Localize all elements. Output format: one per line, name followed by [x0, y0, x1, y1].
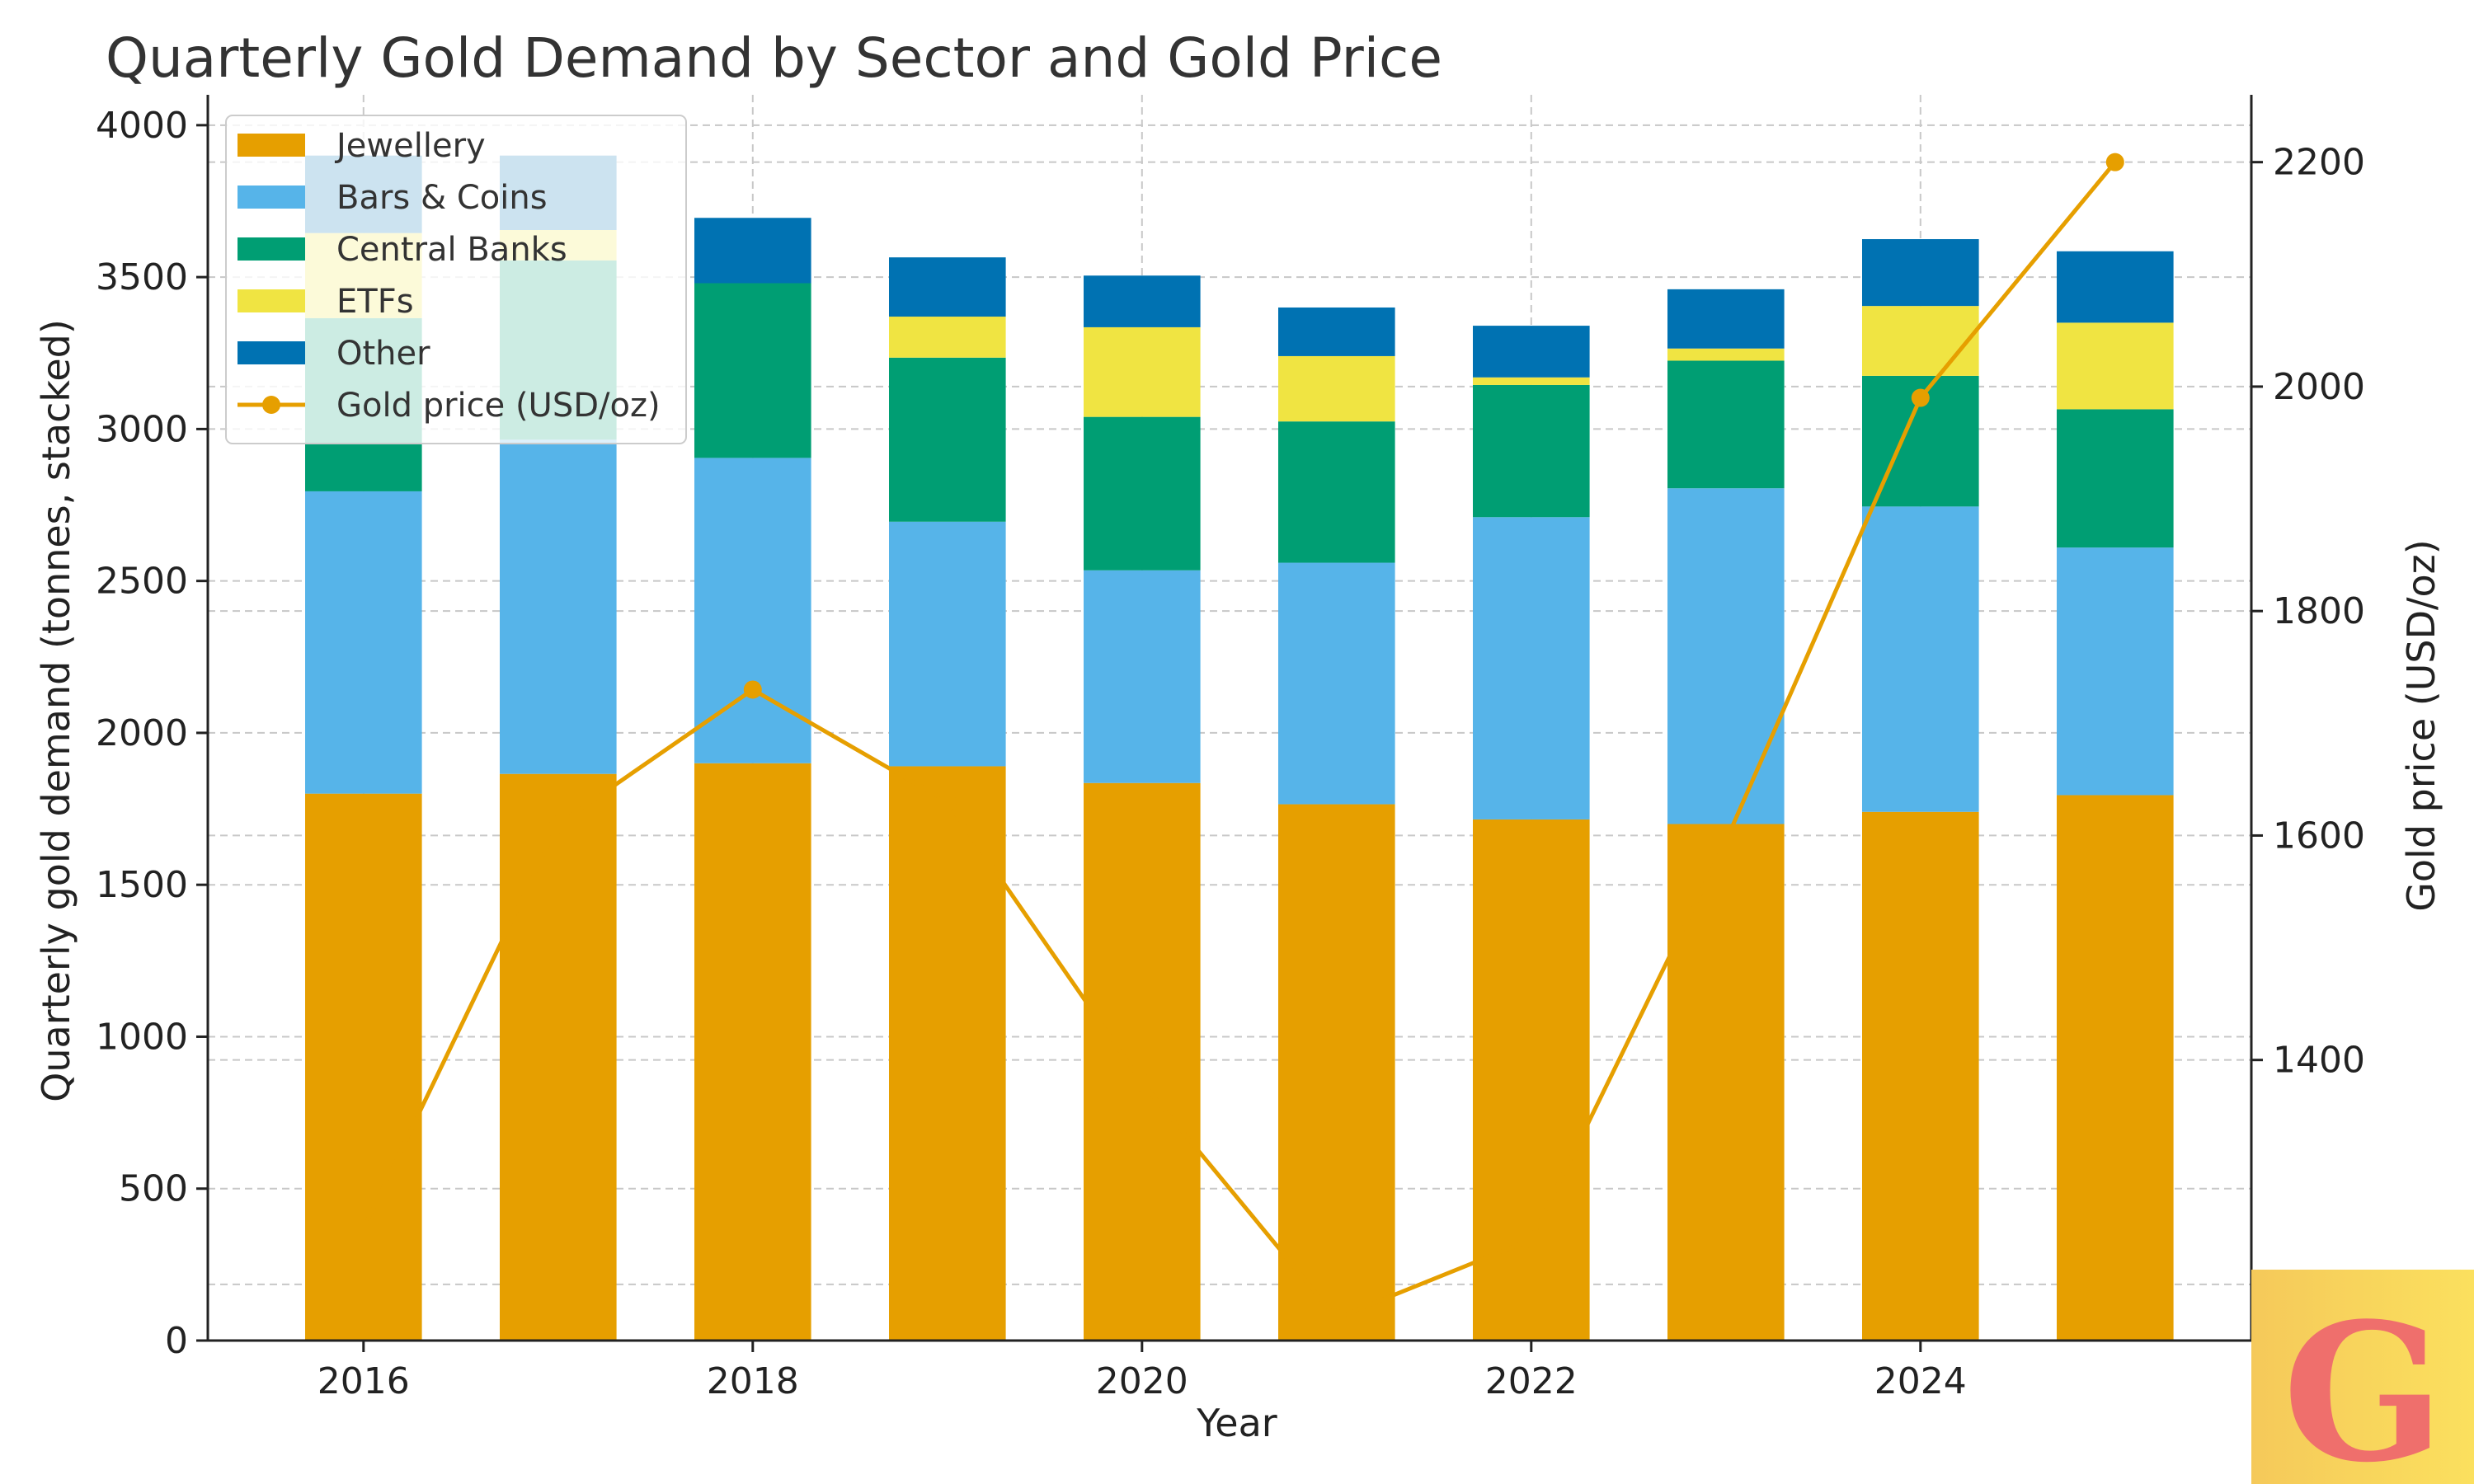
y2-tick-label-1800: 1800	[2273, 590, 2365, 632]
bar-etfs-2025	[2057, 322, 2174, 410]
gold-price-point-2017	[548, 815, 567, 834]
gold-price-point-2023	[1716, 832, 1735, 851]
bar-etfs-2020	[1084, 326, 1201, 417]
bar-other-2019	[889, 257, 1006, 317]
x-axis-title: Year	[1196, 1401, 1277, 1445]
bar-bars-coins-2025	[2057, 547, 2174, 796]
bar-central-banks-2022	[1473, 384, 1590, 518]
bar-central-banks-2020	[1084, 416, 1201, 571]
bar-bars-coins-2021	[1278, 562, 1395, 805]
bar-bars-coins-2017	[500, 439, 617, 774]
y-tick-label-1000: 1000	[96, 1016, 188, 1058]
y-tick-label-1500: 1500	[96, 864, 188, 906]
bar-bars-coins-2019	[889, 521, 1006, 767]
bar-jewellery-2025	[2057, 795, 2174, 1341]
y2-tick-label-1600: 1600	[2273, 815, 2365, 857]
logo-background	[2251, 1270, 2474, 1484]
bar-jewellery-2023	[1667, 824, 1785, 1341]
legend-swatch-4	[238, 341, 305, 364]
y-tick-label-0: 0	[165, 1320, 188, 1362]
gold-price-point-2019	[938, 792, 957, 811]
gold-price-point-2016	[354, 1219, 373, 1237]
bar-jewellery-2018	[694, 763, 811, 1341]
gold-price-point-2024	[1911, 388, 1930, 407]
bar-other-2023	[1667, 289, 1785, 349]
bar-central-banks-2018	[694, 283, 811, 458]
bar-bars-coins-2022	[1473, 517, 1590, 819]
y2-tick-label-2000: 2000	[2273, 366, 2365, 408]
x-tick-label-2022: 2022	[1485, 1360, 1578, 1402]
legend-label-0: Jewellery	[334, 127, 486, 165]
x-tick-label-2024: 2024	[1874, 1360, 1967, 1402]
bar-other-2021	[1278, 307, 1395, 356]
legend-swatch-1	[238, 186, 305, 209]
bar-jewellery-2019	[889, 766, 1006, 1341]
legend-swatch-0	[238, 134, 305, 157]
legend-label-line: Gold price (USD/oz)	[336, 387, 661, 425]
gold-price-point-2025	[2105, 153, 2124, 171]
bar-jewellery-2024	[1862, 811, 1979, 1341]
legend-box	[225, 115, 687, 444]
bar-other-2020	[1084, 275, 1201, 327]
bar-other-2018	[694, 218, 811, 284]
legend-swatch-3	[238, 289, 305, 312]
legend-label-2: Central Banks	[336, 231, 567, 269]
x-tick-label-2018: 2018	[707, 1360, 799, 1402]
gold-price-line	[354, 153, 2124, 1327]
bar-bars-coins-2016	[305, 491, 422, 794]
gold-price-polyline	[361, 161, 2117, 1321]
bar-bars-coins-2023	[1667, 488, 1785, 824]
bar-jewellery-2016	[305, 793, 422, 1341]
bar-etfs-2022	[1473, 377, 1590, 385]
gold-price-point-2018	[743, 680, 762, 699]
bar-jewellery-2020	[1084, 782, 1201, 1341]
bar-bars-coins-2020	[1084, 570, 1201, 783]
y2-axis-title: Gold price (USD/oz)	[2399, 539, 2443, 911]
bar-etfs-2024	[1862, 306, 1979, 376]
bar-central-banks-2025	[2057, 409, 2174, 548]
y-tick-label-2000: 2000	[96, 712, 188, 754]
y-tick-label-4000: 4000	[96, 105, 188, 147]
x-tick-label-2016: 2016	[317, 1360, 410, 1402]
bar-jewellery-2021	[1278, 804, 1395, 1341]
y2-tick-label-1400: 1400	[2273, 1040, 2365, 1082]
legend: Jewellery Bars & Coins Central Banks ETFs Ot…	[225, 115, 687, 444]
bar-central-banks-2021	[1278, 421, 1395, 563]
gold-price-point-2021	[1327, 1308, 1346, 1327]
legend-label-4: Other	[336, 335, 430, 373]
bar-etfs-2021	[1278, 355, 1395, 422]
bar-bars-coins-2024	[1862, 506, 1979, 812]
x-tick-label-2020: 2020	[1096, 1360, 1188, 1402]
y-tick-label-2500: 2500	[96, 561, 188, 603]
y-tick-label-3500: 3500	[96, 256, 188, 298]
legend-line-marker	[262, 396, 280, 414]
bar-etfs-2019	[889, 317, 1006, 358]
y-axis-title: Quarterly gold demand (tonnes, stacked)	[34, 319, 78, 1102]
y-tick-label-3000: 3000	[96, 408, 188, 450]
bar-central-banks-2019	[889, 357, 1006, 522]
y-tick-label-500: 500	[119, 1168, 188, 1210]
legend-label-1: Bars & Coins	[336, 179, 548, 217]
gold-price-point-2022	[1522, 1230, 1540, 1249]
legend-label-3: ETFs	[336, 283, 414, 321]
bar-jewellery-2022	[1473, 819, 1590, 1341]
gold-price-point-2020	[1132, 1073, 1151, 1092]
bar-central-banks-2023	[1667, 360, 1785, 489]
chart-title: Quarterly Gold Demand by Sector and Gold…	[106, 26, 1442, 90]
bar-other-2022	[1473, 326, 1590, 378]
logo-badge: G	[2251, 1270, 2474, 1484]
bar-other-2025	[2057, 251, 2174, 323]
logo-letter-g: G	[2283, 1282, 2444, 1484]
y2-tick-label-2200: 2200	[2273, 142, 2365, 184]
legend-swatch-2	[238, 237, 305, 261]
bar-other-2024	[1862, 239, 1979, 307]
bar-jewellery-2017	[500, 773, 617, 1341]
bar-etfs-2023	[1667, 348, 1785, 361]
